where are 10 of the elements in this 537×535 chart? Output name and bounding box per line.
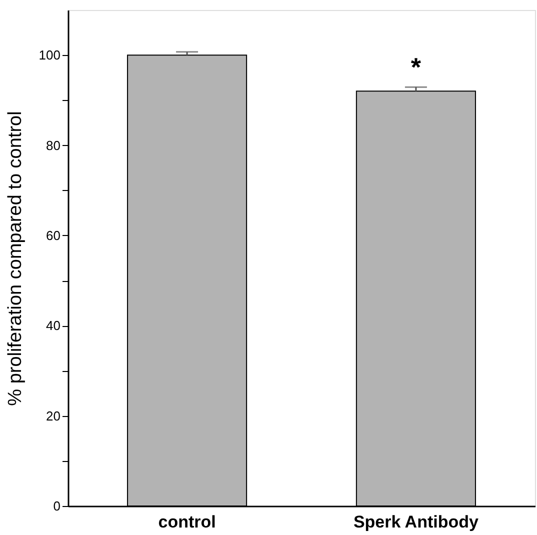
y-tick-label: 20 (46, 408, 60, 424)
y-tick-label: 40 (46, 318, 60, 334)
y-tick-label: 80 (46, 138, 60, 153)
y-tick-label: 0 (53, 498, 60, 514)
x-tick-label: Sperk Antibody (353, 512, 479, 532)
x-tick-label: control (158, 512, 216, 532)
annotation: * (410, 52, 422, 82)
y-axis-title: % proliferation compared to control (4, 111, 26, 406)
y-tick-label: 60 (46, 228, 60, 243)
y-tick-label: 100 (38, 48, 60, 63)
